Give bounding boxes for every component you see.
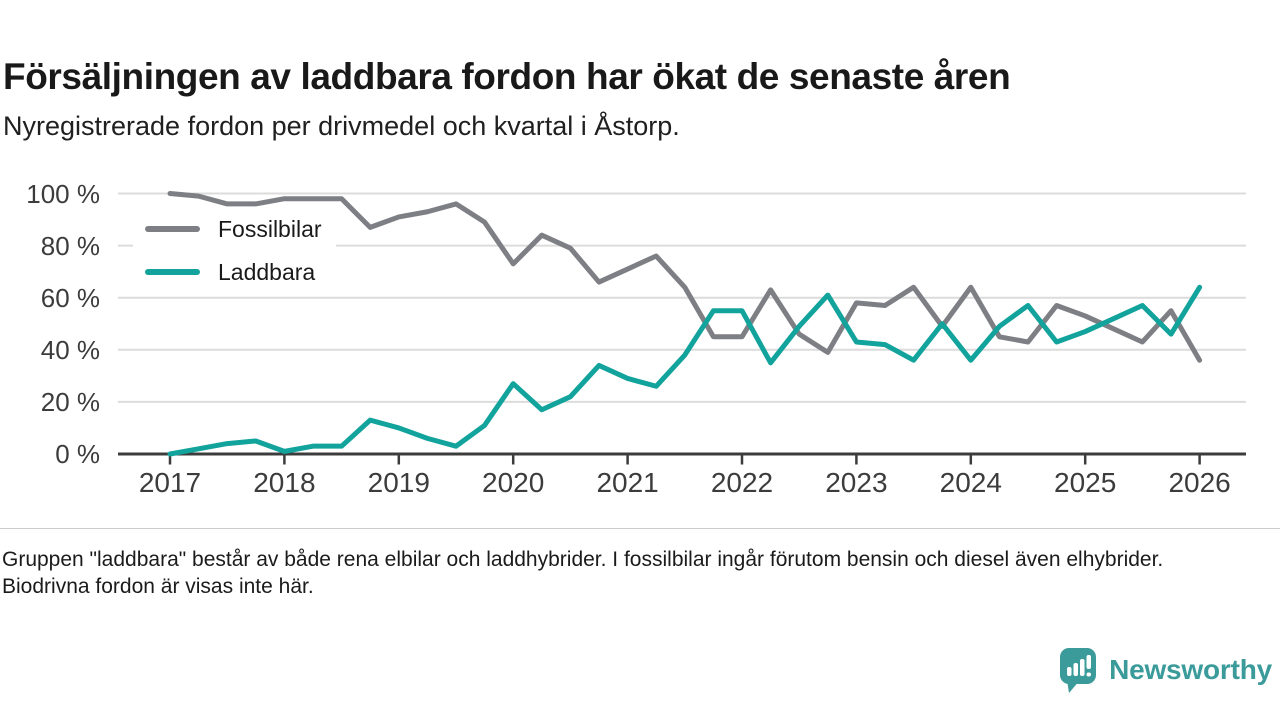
x-axis-label: 2022: [710, 467, 774, 498]
y-axis-label: 20 %: [40, 386, 100, 417]
x-axis-label: 2021: [596, 467, 659, 498]
y-axis-label: 80 %: [40, 230, 100, 261]
legend-row-laddbara: Laddbara: [133, 254, 330, 290]
x-axis-label: 2017: [138, 467, 202, 498]
fossilbilar-line-swatch: [145, 226, 200, 232]
x-axis-label: 2019: [367, 467, 430, 498]
y-axis-label: 100 %: [26, 178, 100, 209]
x-axis-label: 2024: [939, 467, 1002, 498]
x-axis-label: 2020: [482, 467, 545, 498]
x-axis-label: 2023: [825, 467, 888, 498]
chart-title: Försäljningen av laddbara fordon har öka…: [3, 55, 1011, 97]
y-axis-label: 0 %: [55, 439, 100, 469]
newsworthy-logo-text: Newsworthy: [1109, 654, 1272, 685]
newsworthy-logo-icon: [1060, 648, 1097, 693]
x-axis-label: 2025: [1054, 467, 1117, 498]
x-axis-label: 2026: [1168, 467, 1231, 498]
legend-label-laddbara: Laddbara: [218, 258, 316, 285]
y-axis-label: 60 %: [40, 282, 100, 313]
footer-divider: [0, 528, 1280, 529]
x-axis-label: 2018: [253, 467, 316, 498]
legend-label-fossilbilar: Fossilbilar: [218, 215, 322, 242]
chart-subtitle: Nyregistrerade fordon per drivmedel och …: [3, 111, 680, 141]
chart-footnote: Gruppen "laddbara" består av både rena e…: [2, 548, 1164, 598]
laddbara-line-swatch: [145, 269, 200, 275]
newsworthy-logo: Newsworthy: [1059, 646, 1272, 694]
chart-legend: Fossilbilar Laddbara: [133, 211, 336, 290]
legend-row-fossilbilar: Fossilbilar: [133, 211, 336, 247]
y-axis-label: 40 %: [40, 334, 100, 365]
